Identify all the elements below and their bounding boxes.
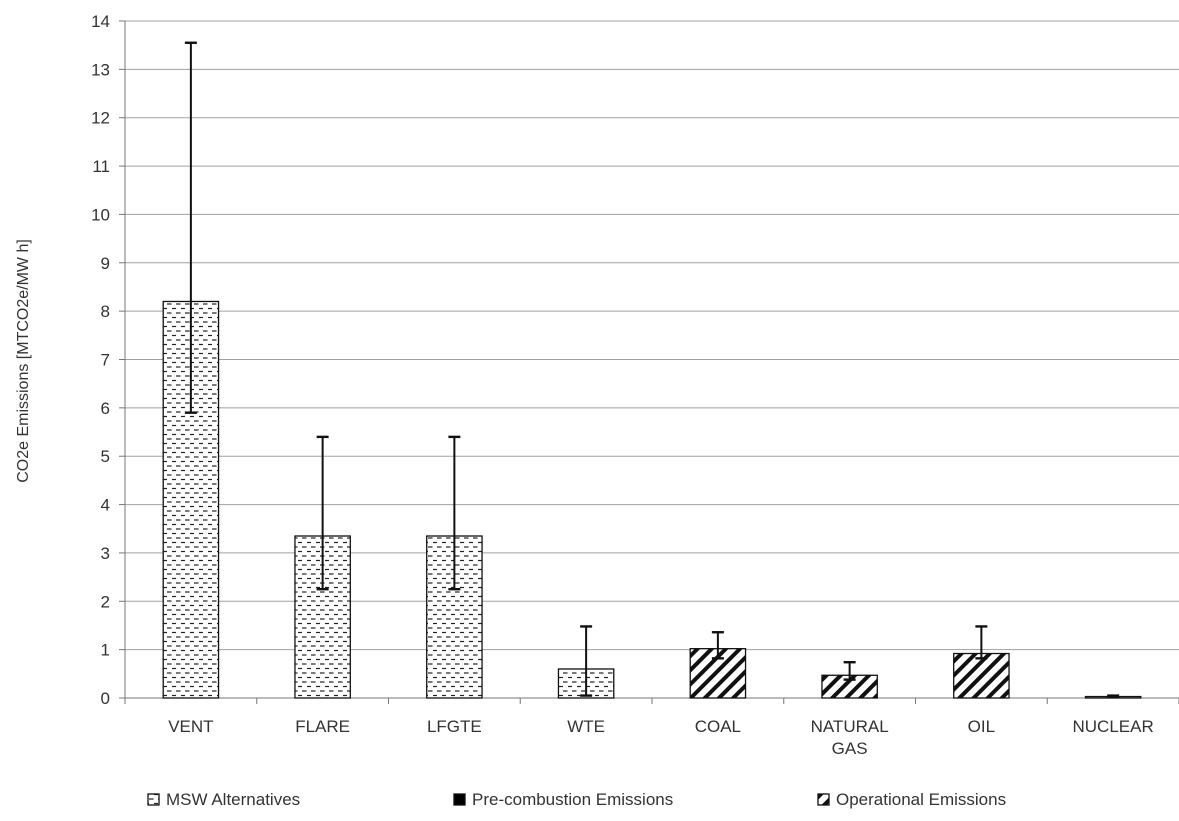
category-label-nuclear: NUCLEAR xyxy=(1073,717,1154,736)
y-tick-label: 12 xyxy=(91,109,110,128)
y-tick-label: 13 xyxy=(91,60,110,79)
bar-group-coal xyxy=(689,631,747,699)
bar-group-vent xyxy=(162,41,220,699)
bar-group-flare xyxy=(294,435,351,699)
legend-item-pre-combustion-emissions: Pre-combustion Emissions xyxy=(453,790,673,809)
category-label-line: LFGTE xyxy=(427,717,482,736)
legend-label-msw-alternatives: MSW Alternatives xyxy=(166,790,300,809)
category-label-line: GAS xyxy=(832,739,868,758)
legend-swatch-msw-alternatives xyxy=(147,793,160,806)
y-axis-title: CO2e Emissions [MTCO2e/MW h] xyxy=(15,239,32,483)
category-label-natural-gas: NATURAL GAS xyxy=(811,717,889,758)
y-tick-label: 7 xyxy=(101,351,110,370)
category-label-wte: WTE xyxy=(567,717,605,736)
gridlines xyxy=(125,20,1179,651)
y-tick-label: 5 xyxy=(101,447,110,466)
category-label-lfgte: LFGTE xyxy=(427,717,482,736)
category-label-line: WTE xyxy=(567,717,605,736)
category-label-coal: COAL xyxy=(695,717,741,736)
category-label-line: COAL xyxy=(695,717,741,736)
legend-label-pre-combustion-emissions: Pre-combustion Emissions xyxy=(472,790,673,809)
category-label-line: VENT xyxy=(168,717,213,736)
y-tick-label: 4 xyxy=(101,496,110,515)
y-tick-label: 1 xyxy=(101,641,110,660)
category-label-line: NATURAL xyxy=(811,717,889,736)
bar-group-lfgte xyxy=(426,435,483,699)
y-tick-label: 0 xyxy=(101,689,110,708)
legend: MSW Alternatives Pre-combustion Emissions… xyxy=(147,790,1006,809)
y-tick-label: 10 xyxy=(91,205,110,224)
y-tick-label: 9 xyxy=(101,254,110,273)
bar-oil xyxy=(953,652,1010,699)
y-tick-label: 2 xyxy=(101,592,110,611)
y-tick-label: 6 xyxy=(101,399,110,418)
category-label-flare: FLARE xyxy=(295,717,350,736)
category-label-vent: VENT xyxy=(168,717,213,736)
legend-item-operational-emissions: Operational Emissions xyxy=(817,790,1006,809)
category-label-line: OIL xyxy=(968,717,995,736)
bar-group-wte xyxy=(557,625,615,699)
category-labels: VENT FLARE LFGTE WTE COAL NATURAL GAS OIL NUCLEA… xyxy=(168,717,1154,758)
bar-group-natural-gas xyxy=(821,661,878,699)
y-tick-label: 14 xyxy=(91,12,110,31)
category-label-oil: OIL xyxy=(968,717,995,736)
y-tick-label: 11 xyxy=(92,157,110,176)
category-label-line: NUCLEAR xyxy=(1073,717,1154,736)
bar-group-oil xyxy=(953,625,1010,699)
y-tick-label: 8 xyxy=(101,302,110,321)
legend-swatch-operational-emissions xyxy=(817,793,830,806)
legend-label-operational-emissions: Operational Emissions xyxy=(836,790,1006,809)
legend-swatch-pre-combustion-emissions xyxy=(453,793,466,806)
category-label-line: FLARE xyxy=(295,717,350,736)
bar-group-nuclear xyxy=(1084,694,1142,699)
legend-item-msw-alternatives: MSW Alternatives xyxy=(147,790,300,809)
y-tick-label: 3 xyxy=(101,544,110,563)
bars xyxy=(162,41,1142,699)
